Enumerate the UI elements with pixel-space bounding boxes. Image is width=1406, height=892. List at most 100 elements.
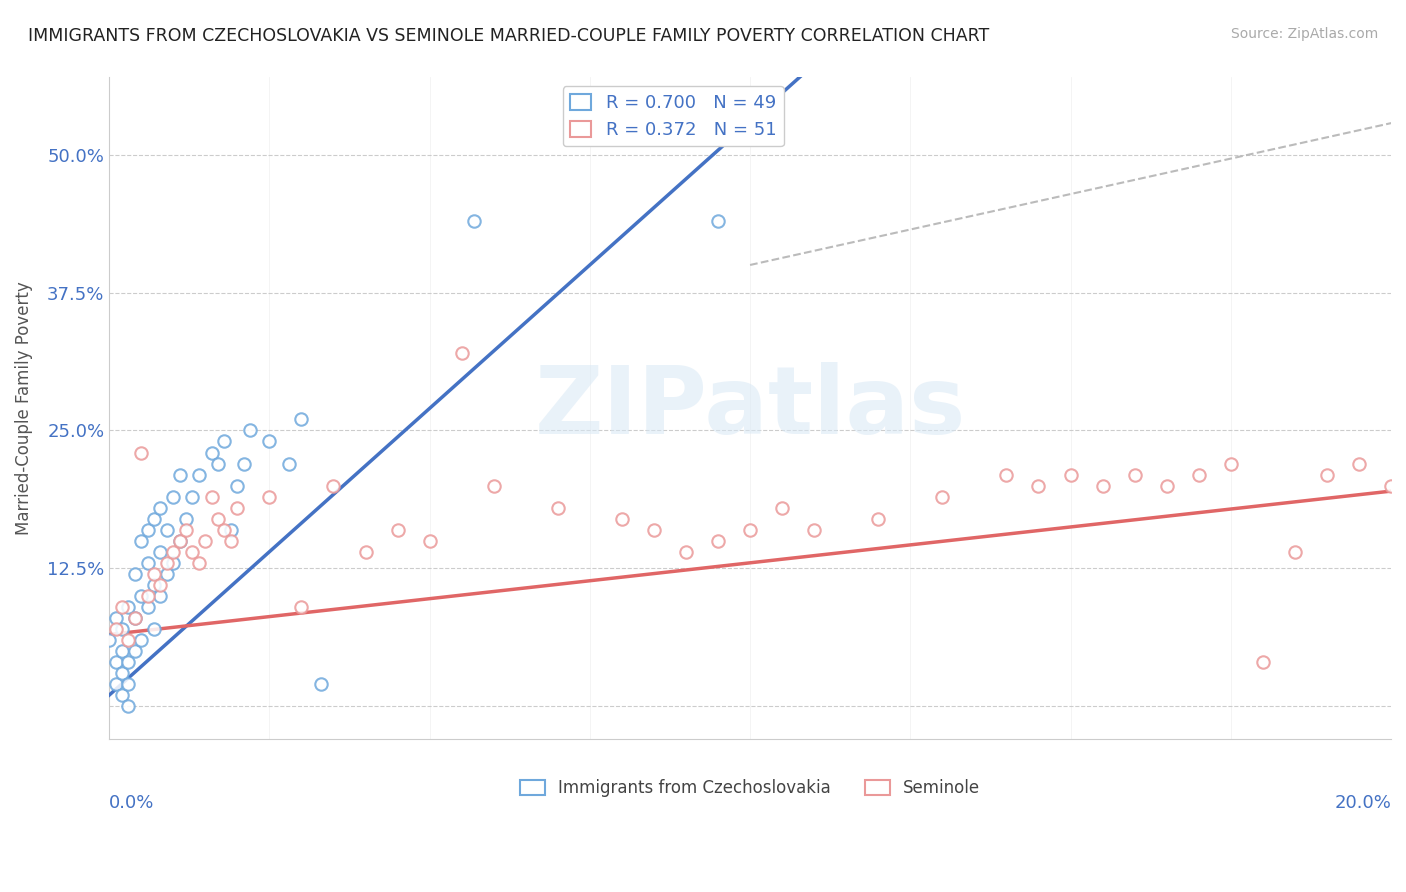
Point	[219, 533, 242, 548]
Point	[675, 545, 697, 559]
Point	[239, 424, 262, 438]
Point	[868, 511, 890, 525]
Point	[547, 500, 569, 515]
Point	[354, 545, 377, 559]
Point	[129, 589, 152, 603]
Point	[1348, 457, 1371, 471]
Point	[156, 566, 179, 581]
Point	[463, 214, 485, 228]
Point	[174, 511, 197, 525]
Text: Source: ZipAtlas.com: Source: ZipAtlas.com	[1230, 27, 1378, 41]
Point	[1156, 478, 1178, 492]
Point	[143, 566, 166, 581]
Point	[322, 478, 344, 492]
Point	[98, 633, 121, 648]
Text: 0.0%: 0.0%	[110, 795, 155, 813]
Point	[643, 523, 665, 537]
Point	[117, 599, 139, 614]
Point	[995, 467, 1018, 482]
Point	[226, 500, 249, 515]
Point	[232, 457, 254, 471]
Point	[104, 655, 127, 669]
Point	[149, 500, 172, 515]
Point	[136, 599, 159, 614]
Point	[117, 655, 139, 669]
Point	[174, 523, 197, 537]
Point	[136, 589, 159, 603]
Point	[1316, 467, 1339, 482]
Point	[117, 699, 139, 714]
Point	[207, 511, 229, 525]
Point	[124, 566, 146, 581]
Point	[111, 622, 134, 636]
Point	[214, 523, 236, 537]
Point	[104, 611, 127, 625]
Point	[482, 478, 505, 492]
Point	[219, 523, 242, 537]
Text: IMMIGRANTS FROM CZECHOSLOVAKIA VS SEMINOLE MARRIED-COUPLE FAMILY POVERTY CORRELA: IMMIGRANTS FROM CZECHOSLOVAKIA VS SEMINO…	[28, 27, 990, 45]
Point	[931, 490, 953, 504]
Point	[124, 644, 146, 658]
Point	[1059, 467, 1081, 482]
Point	[1219, 457, 1241, 471]
Point	[111, 599, 134, 614]
Point	[111, 644, 134, 658]
Point	[259, 490, 281, 504]
Y-axis label: Married-Couple Family Poverty: Married-Couple Family Poverty	[15, 282, 32, 535]
Point	[1188, 467, 1211, 482]
Point	[201, 490, 224, 504]
Point	[738, 523, 761, 537]
Point	[143, 578, 166, 592]
Point	[117, 633, 139, 648]
Point	[201, 445, 224, 459]
Point	[129, 633, 152, 648]
Point	[226, 478, 249, 492]
Point	[104, 622, 127, 636]
Point	[169, 533, 191, 548]
Point	[156, 556, 179, 570]
Text: ZIPatlas: ZIPatlas	[534, 362, 966, 454]
Point	[111, 666, 134, 681]
Point	[387, 523, 409, 537]
Point	[136, 523, 159, 537]
Point	[1028, 478, 1050, 492]
Point	[162, 556, 184, 570]
Point	[1091, 478, 1114, 492]
Point	[1284, 545, 1306, 559]
Point	[450, 346, 472, 360]
Text: 20.0%: 20.0%	[1334, 795, 1391, 813]
Point	[169, 467, 191, 482]
Point	[259, 434, 281, 449]
Point	[149, 589, 172, 603]
Point	[143, 622, 166, 636]
Point	[143, 511, 166, 525]
Point	[419, 533, 441, 548]
Point	[124, 611, 146, 625]
Point	[136, 556, 159, 570]
Point	[770, 500, 793, 515]
Point	[181, 545, 204, 559]
Point	[181, 490, 204, 504]
Point	[162, 545, 184, 559]
Point	[187, 556, 209, 570]
Point	[129, 445, 152, 459]
Point	[129, 533, 152, 548]
Point	[149, 545, 172, 559]
Point	[707, 214, 730, 228]
Point	[1123, 467, 1146, 482]
Point	[707, 533, 730, 548]
Point	[610, 511, 633, 525]
Point	[194, 533, 217, 548]
Point	[214, 434, 236, 449]
Legend: Immigrants from Czechoslovakia, Seminole: Immigrants from Czechoslovakia, Seminole	[513, 772, 987, 804]
Point	[124, 611, 146, 625]
Point	[309, 677, 332, 691]
Point	[187, 467, 209, 482]
Point	[290, 599, 312, 614]
Point	[156, 523, 179, 537]
Point	[104, 677, 127, 691]
Point	[207, 457, 229, 471]
Point	[149, 578, 172, 592]
Point	[117, 677, 139, 691]
Point	[1379, 478, 1402, 492]
